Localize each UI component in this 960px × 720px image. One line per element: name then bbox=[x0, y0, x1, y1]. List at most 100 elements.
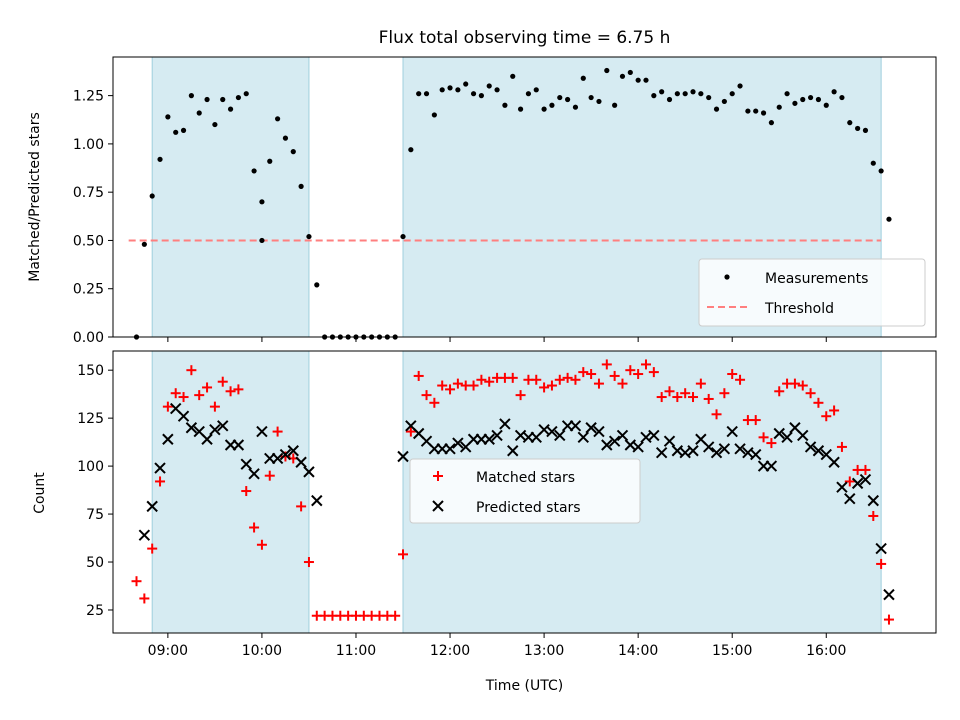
y-tick-label: 150 bbox=[77, 363, 104, 379]
predicted-star-point bbox=[162, 433, 174, 445]
measurement-point bbox=[290, 149, 296, 155]
matched-star-point bbox=[758, 432, 769, 443]
predicted-star-point bbox=[209, 423, 221, 436]
measurement-point bbox=[823, 102, 829, 108]
top-legend-box bbox=[698, 258, 926, 327]
legend-predicted-marker bbox=[432, 500, 444, 512]
matched-star-point bbox=[727, 369, 738, 380]
measurement-point bbox=[643, 77, 649, 83]
matched-stars-points bbox=[131, 359, 894, 625]
predicted-star-point bbox=[875, 542, 887, 555]
x-tick-label: 09:00 bbox=[148, 643, 188, 659]
predicted-star-point bbox=[765, 460, 778, 472]
measurement-point bbox=[463, 81, 469, 87]
bottom-panel: 25 50 75 100 125 150 09:00 10:00 11:00 12:00 13:0… bbox=[32, 350, 937, 694]
predicted-star-point bbox=[601, 439, 613, 451]
y-tick-label: 1.25 bbox=[73, 89, 104, 105]
measurement-point bbox=[157, 156, 163, 162]
matched-star-point bbox=[405, 426, 416, 437]
shaded-interval bbox=[152, 57, 309, 337]
x-tick-label: 16:00 bbox=[806, 643, 846, 659]
measurement-point bbox=[604, 67, 610, 74]
measurement-point bbox=[486, 83, 492, 89]
measurement-point bbox=[737, 83, 743, 89]
measurement-point bbox=[612, 102, 618, 108]
matched-star-point bbox=[601, 359, 612, 370]
matched-star-point bbox=[836, 441, 847, 452]
legend-measurements-marker bbox=[724, 274, 730, 280]
matched-star-point bbox=[570, 374, 581, 385]
matched-star-point bbox=[586, 369, 597, 380]
measurement-point bbox=[267, 158, 273, 164]
legend-matched-label: Matched stars bbox=[476, 470, 575, 486]
predicted-star-point bbox=[217, 420, 229, 432]
x-tick-label: 15:00 bbox=[712, 643, 752, 659]
measurement-point bbox=[416, 91, 422, 97]
matched-star-point bbox=[507, 372, 518, 383]
matched-star-point bbox=[170, 388, 181, 399]
predicted-star-point bbox=[240, 458, 252, 470]
predicted-star-point bbox=[655, 446, 668, 459]
matched-star-point bbox=[883, 614, 894, 625]
measurement-point bbox=[847, 120, 853, 126]
measurement-point bbox=[815, 96, 822, 103]
predicted-star-point bbox=[546, 425, 558, 438]
matched-star-point bbox=[531, 374, 542, 385]
predicted-star-point bbox=[303, 466, 315, 478]
predicted-star-point bbox=[867, 494, 880, 507]
matched-star-point bbox=[703, 393, 714, 404]
predicted-star-point bbox=[593, 425, 605, 438]
measurement-point bbox=[220, 96, 226, 103]
y-tick-label: 0.00 bbox=[73, 330, 104, 346]
predicted-star-point bbox=[828, 456, 840, 468]
matched-star-point bbox=[233, 384, 244, 395]
matched-star-point bbox=[202, 382, 213, 393]
measurement-point bbox=[306, 233, 312, 240]
predicted-star-point bbox=[812, 445, 825, 457]
predicted-star-point bbox=[491, 429, 503, 442]
measurement-point bbox=[572, 104, 579, 110]
measurement-point bbox=[807, 94, 814, 101]
measurement-point bbox=[549, 102, 555, 108]
measurement-point bbox=[314, 282, 320, 288]
measurement-point bbox=[745, 108, 751, 114]
matched-star-point bbox=[539, 382, 550, 393]
matched-star-point bbox=[139, 593, 150, 604]
predicted-star-point bbox=[279, 448, 292, 461]
measurement-point bbox=[533, 87, 539, 93]
y-tick-label: 125 bbox=[77, 411, 104, 427]
predicted-star-point bbox=[726, 425, 738, 438]
measurement-point bbox=[698, 91, 704, 97]
bottom-y-axis-label: Count bbox=[32, 472, 48, 514]
y-tick-label: 100 bbox=[77, 459, 104, 475]
predicted-star-point bbox=[271, 452, 284, 465]
matched-star-point bbox=[217, 376, 228, 387]
predicted-star-point bbox=[232, 439, 245, 451]
measurement-point bbox=[706, 94, 712, 101]
matched-star-point bbox=[789, 378, 800, 389]
measurement-point bbox=[470, 91, 477, 97]
top-panel: 0.00 0.25 0.50 0.75 1.00 1.25 Flux total obse… bbox=[27, 28, 937, 346]
matched-star-point bbox=[735, 374, 746, 385]
legend-matched-marker bbox=[433, 471, 443, 481]
measurement-point bbox=[635, 77, 641, 83]
legend-threshold-label: Threshold bbox=[764, 301, 834, 317]
predicted-star-point bbox=[256, 425, 268, 438]
matched-star-point bbox=[797, 380, 808, 391]
chart-title: Flux total observing time = 6.75 h bbox=[379, 28, 671, 48]
matched-star-point bbox=[429, 397, 440, 408]
matched-star-point bbox=[774, 386, 785, 397]
measurement-point bbox=[721, 98, 727, 105]
predicted-star-point bbox=[632, 441, 644, 453]
measurement-point bbox=[768, 120, 775, 126]
predicted-star-point bbox=[750, 448, 762, 461]
measurement-point bbox=[298, 183, 304, 189]
matched-star-point bbox=[437, 380, 448, 391]
bottom-x-ticks: 09:00 10:00 11:00 12:00 13:00 14:00 15:00 16:00 bbox=[148, 633, 846, 659]
predicted-stars-points bbox=[138, 402, 895, 601]
measurement-point bbox=[243, 91, 249, 97]
bottom-legend: Matched stars Predicted stars bbox=[409, 458, 641, 524]
measurement-point bbox=[494, 87, 500, 93]
measurement-point bbox=[690, 89, 696, 95]
